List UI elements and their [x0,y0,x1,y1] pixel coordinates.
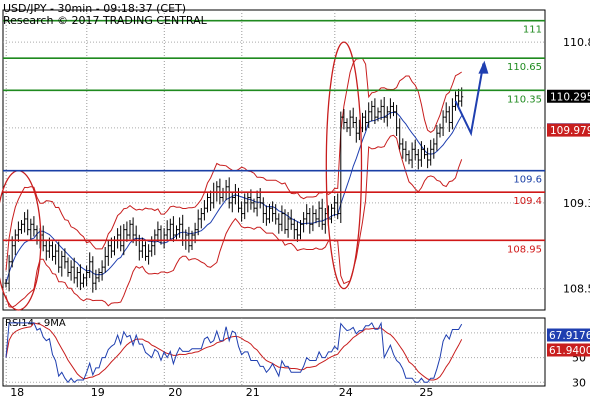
forecast-arrow-line [454,63,485,137]
y-tick-label: 109.3 [563,197,590,210]
level-label: 110.65 [507,62,542,73]
rsi-line [5,321,463,384]
chart-copyright: Research © 2017 TRADING CENTRAL [3,14,207,27]
x-tick-label: 21 [246,386,260,399]
rsi-badge-label: 67.9176 [549,330,590,342]
price-badge [547,89,590,103]
x-tick-label: 20 [168,386,182,399]
lower-band-line [5,134,463,308]
price-badge-label: 109.979 [550,125,590,137]
level-label: 108.95 [507,244,542,255]
x-tick-label: 25 [419,386,433,399]
x-tick-label: 24 [339,386,353,399]
rsi-panel-frame [2,317,546,387]
price-panel-frame [2,9,546,311]
x-tick-label: 18 [10,386,24,399]
rsi-y-tick-label: 30 [572,376,586,389]
rsi-badge [547,328,590,342]
level-label: 109.4 [513,196,542,207]
rsi-ma-line [5,322,463,381]
pattern-ellipse [325,41,363,290]
level-label: 109.6 [513,175,542,186]
chart-title: USD/JPY - 30min - 09:18:37 (CET) [3,2,187,15]
level-label: 110.35 [507,94,542,105]
y-tick-label: 110.8 [563,36,590,49]
rsi-badge [547,343,590,357]
x-tick-label: 19 [91,386,105,399]
price-badge [547,123,590,137]
forecast-arrow-head [478,60,489,74]
price-badge-label: 110.295 [550,91,590,103]
rsi-badge-label: 61.9400 [549,345,590,357]
level-label: 111 [523,25,542,36]
moving-average-line [5,111,463,284]
y-tick-label: 108.5 [563,283,590,296]
